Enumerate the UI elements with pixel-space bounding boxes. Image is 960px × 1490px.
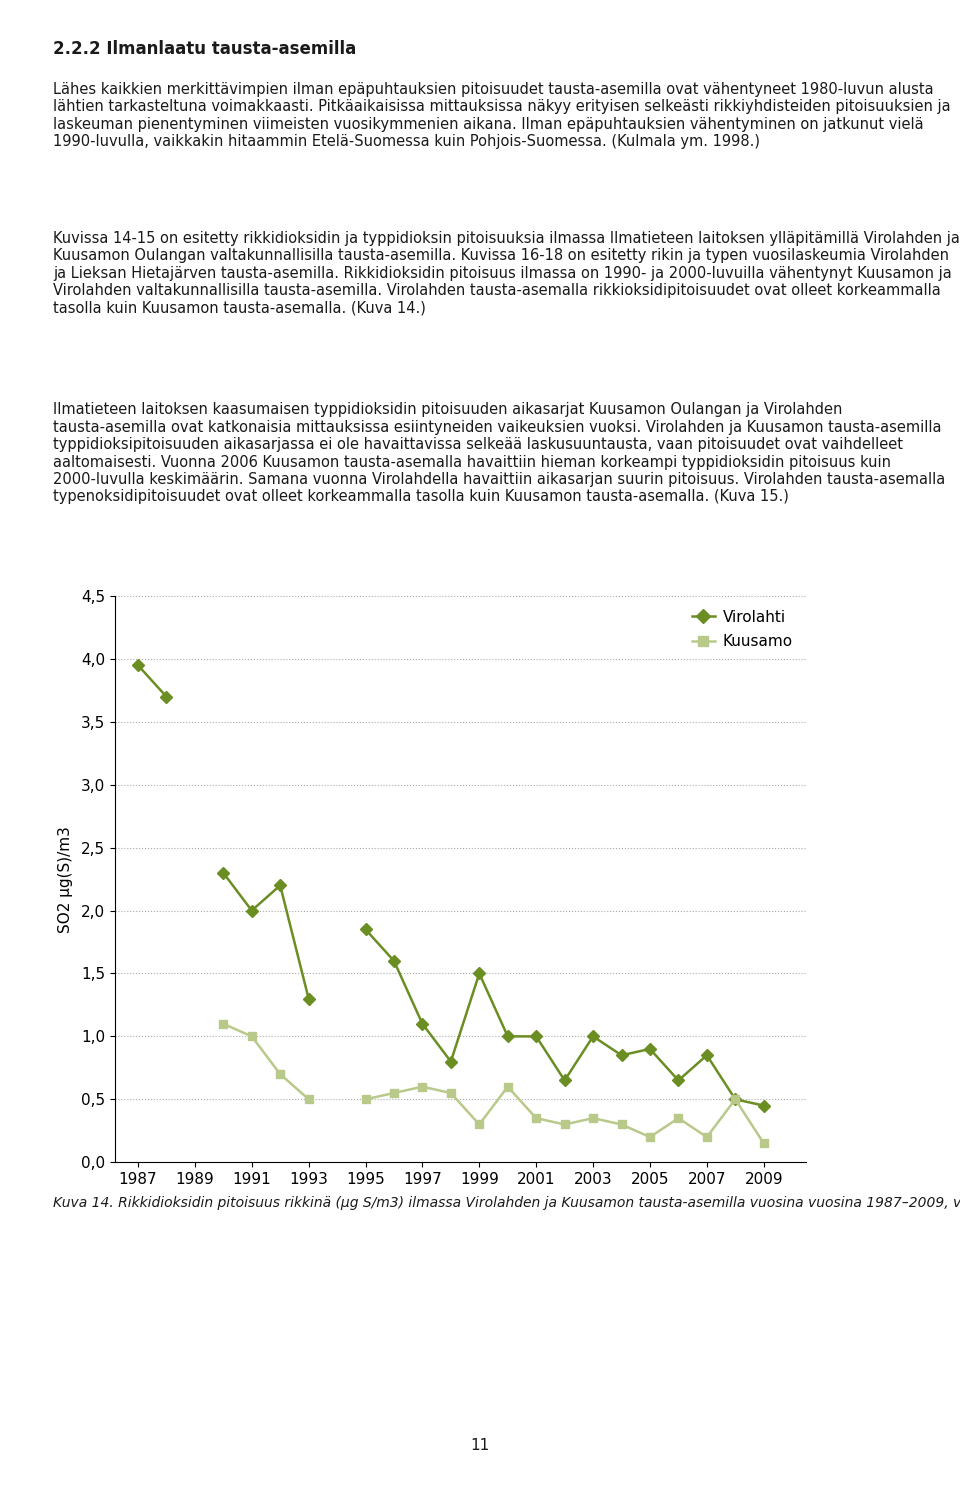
Kuusamo bbox=[218, 1015, 229, 1033]
Virolahti bbox=[160, 688, 172, 706]
Kuusamo bbox=[246, 1028, 257, 1046]
Line: Virolahti: Virolahti bbox=[133, 662, 171, 700]
Line: Kuusamo: Kuusamo bbox=[219, 1019, 313, 1104]
Legend: Virolahti, Kuusamo: Virolahti, Kuusamo bbox=[685, 603, 799, 656]
Text: Kuva 14. Rikkidioksidin pitoisuus rikkinä (μg S/m3) ilmassa Virolahden ja Kuusam: Kuva 14. Rikkidioksidin pitoisuus rikkin… bbox=[53, 1196, 960, 1210]
Kuusamo bbox=[302, 1091, 314, 1109]
Kuusamo bbox=[275, 1065, 286, 1083]
Text: Ilmatieteen laitoksen kaasumaisen typpidioksidin pitoisuuden aikasarjat Kuusamon: Ilmatieteen laitoksen kaasumaisen typpid… bbox=[53, 402, 945, 504]
Text: 11: 11 bbox=[470, 1438, 490, 1453]
Y-axis label: SO2 μg(S)/m3: SO2 μg(S)/m3 bbox=[58, 825, 73, 933]
Text: Lähes kaikkien merkittävimpien ilman epäpuhtauksien pitoisuudet tausta-asemilla : Lähes kaikkien merkittävimpien ilman epä… bbox=[53, 82, 950, 149]
Text: 2.2.2 Ilmanlaatu tausta-asemilla: 2.2.2 Ilmanlaatu tausta-asemilla bbox=[53, 40, 356, 58]
Text: Kuvissa 14-15 on esitetty rikkidioksidin ja typpidioksin pitoisuuksia ilmassa Il: Kuvissa 14-15 on esitetty rikkidioksidin… bbox=[53, 231, 960, 316]
Virolahti bbox=[132, 656, 144, 673]
